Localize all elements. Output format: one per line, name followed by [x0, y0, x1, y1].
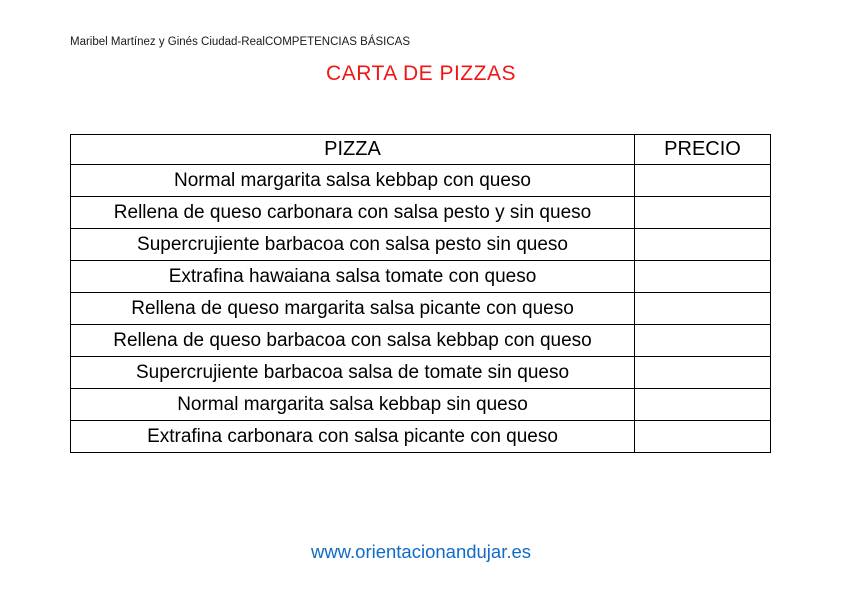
- column-header-precio: PRECIO: [634, 134, 771, 165]
- table-header-row: PIZZA PRECIO: [70, 134, 771, 165]
- precio-cell: [634, 420, 771, 453]
- precio-cell: [634, 196, 771, 229]
- pizza-cell: Rellena de queso carbonara con salsa pes…: [70, 196, 635, 229]
- table-row: Rellena de queso carbonara con salsa pes…: [70, 196, 771, 229]
- precio-cell: [634, 388, 771, 421]
- pizza-cell: Supercrujiente barbacoa con salsa pesto …: [70, 228, 635, 261]
- pizza-cell: Normal margarita salsa kebbap con queso: [70, 164, 635, 197]
- pizza-cell: Normal margarita salsa kebbap sin queso: [70, 388, 635, 421]
- pizza-cell: Extrafina carbonara con salsa picante co…: [70, 420, 635, 453]
- table-row: Supercrujiente barbacoa con salsa pesto …: [70, 228, 771, 261]
- precio-cell: [634, 228, 771, 261]
- page-title: CARTA DE PIZZAS: [326, 62, 516, 85]
- precio-cell: [634, 324, 771, 357]
- table-row: Supercrujiente barbacoa salsa de tomate …: [70, 356, 771, 389]
- table-row: Rellena de queso margarita salsa picante…: [70, 292, 771, 325]
- table-row: Normal margarita salsa kebbap con queso: [70, 164, 771, 197]
- footer-website-link[interactable]: www.orientacionandujar.es: [310, 541, 532, 562]
- precio-cell: [634, 260, 771, 293]
- pizza-cell: Rellena de queso margarita salsa picante…: [70, 292, 635, 325]
- pizza-cell: Extrafina hawaiana salsa tomate con ques…: [70, 260, 635, 293]
- footer: www.orientacionandujar.es: [0, 541, 842, 563]
- precio-cell: [634, 164, 771, 197]
- author-header-line: Maribel Martínez y Ginés Ciudad-RealCOMP…: [70, 36, 410, 48]
- pizza-menu-table: PIZZA PRECIO Normal margarita salsa kebb…: [70, 134, 771, 453]
- table-row: Normal margarita salsa kebbap sin queso: [70, 388, 771, 421]
- table-row: Rellena de queso barbacoa con salsa kebb…: [70, 324, 771, 357]
- table-row: Extrafina carbonara con salsa picante co…: [70, 420, 771, 453]
- column-header-pizza: PIZZA: [70, 134, 635, 165]
- pizza-cell: Rellena de queso barbacoa con salsa kebb…: [70, 324, 635, 357]
- pizza-cell: Supercrujiente barbacoa salsa de tomate …: [70, 356, 635, 389]
- precio-cell: [634, 356, 771, 389]
- table-row: Extrafina hawaiana salsa tomate con ques…: [70, 260, 771, 293]
- precio-cell: [634, 292, 771, 325]
